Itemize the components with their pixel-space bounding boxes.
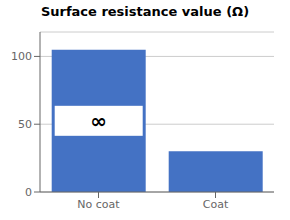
svg-text:No coat: No coat	[77, 198, 120, 211]
svg-text:50: 50	[18, 118, 32, 131]
svg-text:0: 0	[25, 186, 32, 199]
svg-text:100: 100	[11, 50, 32, 63]
svg-text:∞: ∞	[90, 109, 107, 133]
html-text:Surface resistance value (Ω): Surface resistance value (Ω)	[40, 4, 250, 19]
svg-text:Coat: Coat	[203, 198, 229, 211]
